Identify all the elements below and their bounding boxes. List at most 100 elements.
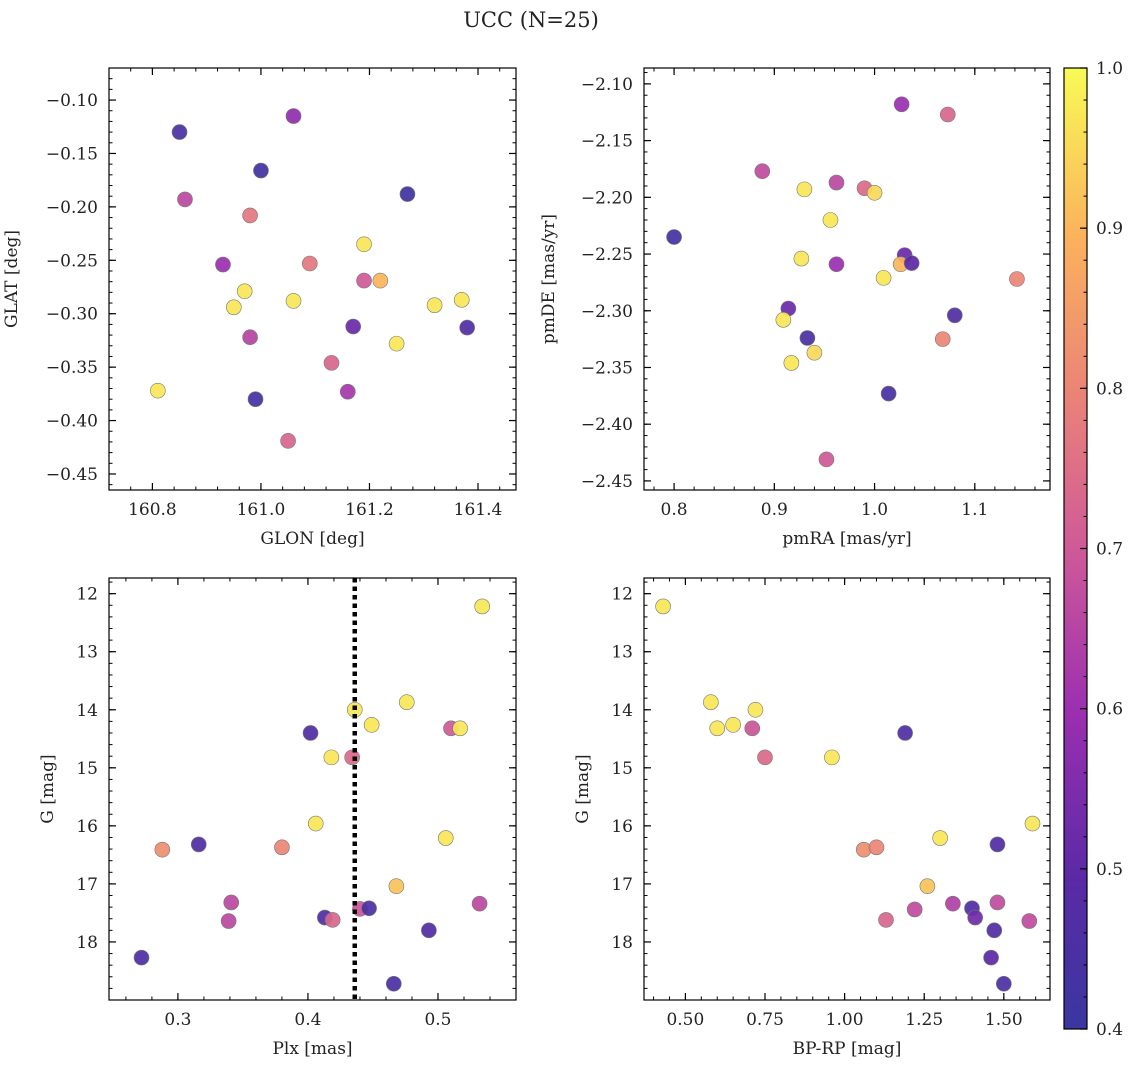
data-point xyxy=(361,900,377,917)
y-tick-label: 12 xyxy=(611,585,633,605)
data-point xyxy=(324,912,341,928)
x-tick-label: 0.50 xyxy=(666,1010,704,1030)
data-point xyxy=(655,598,671,615)
data-point xyxy=(345,318,362,335)
colorbar-tick-label: 0.7 xyxy=(1096,540,1123,560)
data-point xyxy=(154,841,171,858)
y-tick-label: −0.20 xyxy=(46,198,98,218)
data-point xyxy=(301,255,318,272)
data-point xyxy=(426,297,443,313)
data-point xyxy=(356,236,372,253)
data-point xyxy=(875,270,892,286)
x-tick-label: 1.1 xyxy=(961,500,988,520)
y-tick-label: 13 xyxy=(76,643,98,663)
data-point xyxy=(934,331,951,347)
panel-2: 0.8 0.9 1.0 1.1 −2.10 −2.15 −2.20 −2.25 −2.30 −2.… xyxy=(539,67,1051,549)
y-axis-label: GLAT [deg] xyxy=(2,230,22,328)
data-point xyxy=(818,451,835,468)
y-tick-label: 15 xyxy=(76,759,98,779)
data-point xyxy=(932,830,948,846)
data-point xyxy=(783,355,800,371)
data-point xyxy=(989,836,1006,853)
data-point xyxy=(302,725,319,741)
data-point xyxy=(1009,271,1025,287)
data-point xyxy=(1024,815,1041,832)
y-tick-label: −0.35 xyxy=(46,358,98,378)
x-tick-label: 161.0 xyxy=(237,500,286,520)
y-tick-label: 17 xyxy=(76,875,98,895)
data-point xyxy=(171,124,188,140)
colorbar-tick-label: 0.9 xyxy=(1096,219,1123,239)
y-tick-label: −0.10 xyxy=(46,91,98,111)
data-point xyxy=(385,975,402,992)
data-point xyxy=(372,272,389,289)
y-tick-label: −2.15 xyxy=(581,132,633,152)
data-point xyxy=(190,836,207,853)
data-point xyxy=(775,312,792,328)
data-point xyxy=(323,355,340,371)
x-tick-label: 0.3 xyxy=(164,1010,191,1030)
data-point xyxy=(824,749,840,766)
data-point xyxy=(796,181,813,198)
data-point xyxy=(133,949,150,966)
data-point xyxy=(215,256,231,273)
x-axis-label: GLON [deg] xyxy=(260,529,364,549)
y-tick-label: −2.25 xyxy=(581,245,633,265)
data-point xyxy=(868,839,885,856)
data-point xyxy=(253,162,269,179)
y-axis-label: G [mag] xyxy=(573,754,593,823)
data-point xyxy=(906,901,923,918)
data-point xyxy=(247,391,264,407)
data-point xyxy=(754,163,771,180)
y-tick-label: −2.35 xyxy=(581,358,633,378)
data-point xyxy=(903,255,920,271)
panel-1: 160.8 161.0 161.2 161.4 −0.10 −0.15 −0.20 −0.25… xyxy=(2,67,517,549)
data-point xyxy=(986,922,1003,939)
data-point xyxy=(453,292,470,308)
data-point xyxy=(363,717,380,733)
data-point xyxy=(880,385,897,402)
y-tick-label: 16 xyxy=(611,817,633,837)
axes-frame xyxy=(108,67,517,491)
data-point xyxy=(399,186,416,202)
x-axis-label: pmRA [mas/yr] xyxy=(782,529,911,549)
axes-frame xyxy=(108,577,517,1001)
data-point xyxy=(242,329,258,346)
x-tick-label: 160.8 xyxy=(128,500,177,520)
data-point xyxy=(471,895,488,912)
figure-title: UCC (N=25) xyxy=(463,8,599,32)
x-tick-label: 0.9 xyxy=(761,500,788,520)
y-tick-label: −0.30 xyxy=(46,305,98,325)
y-tick-label: −2.10 xyxy=(581,75,633,95)
data-point xyxy=(285,108,302,124)
colorbar-tick-label: 0.4 xyxy=(1096,1020,1123,1040)
data-point xyxy=(855,841,872,858)
y-tick-label: 14 xyxy=(76,701,98,721)
data-point xyxy=(285,293,302,309)
y-tick-label: 18 xyxy=(611,933,633,953)
data-point xyxy=(223,894,240,911)
data-point xyxy=(236,283,253,300)
panel-3: 0.3 0.4 0.5 12 13 14 15 16 17 18 Plx [mas] G [mag] xyxy=(38,577,517,1059)
data-point xyxy=(939,106,956,123)
axes-frame xyxy=(643,577,1051,1001)
y-tick-label: 15 xyxy=(611,759,633,779)
data-point xyxy=(474,598,490,615)
colorbar-tick-label: 0.8 xyxy=(1096,379,1123,399)
colorbar-tick-label: 0.5 xyxy=(1096,860,1123,880)
data-point xyxy=(280,433,296,449)
data-point xyxy=(242,207,258,224)
data-point xyxy=(822,212,839,228)
x-axis-label: Plx [mas] xyxy=(272,1039,352,1059)
data-point xyxy=(709,720,726,737)
data-point xyxy=(398,694,415,711)
data-point xyxy=(226,299,242,316)
data-point xyxy=(945,895,961,912)
data-point xyxy=(437,830,454,846)
data-point xyxy=(897,725,913,741)
y-tick-label: −0.40 xyxy=(46,412,98,432)
y-tick-label: −0.15 xyxy=(46,144,98,164)
data-point xyxy=(828,256,845,273)
data-point xyxy=(220,913,237,929)
